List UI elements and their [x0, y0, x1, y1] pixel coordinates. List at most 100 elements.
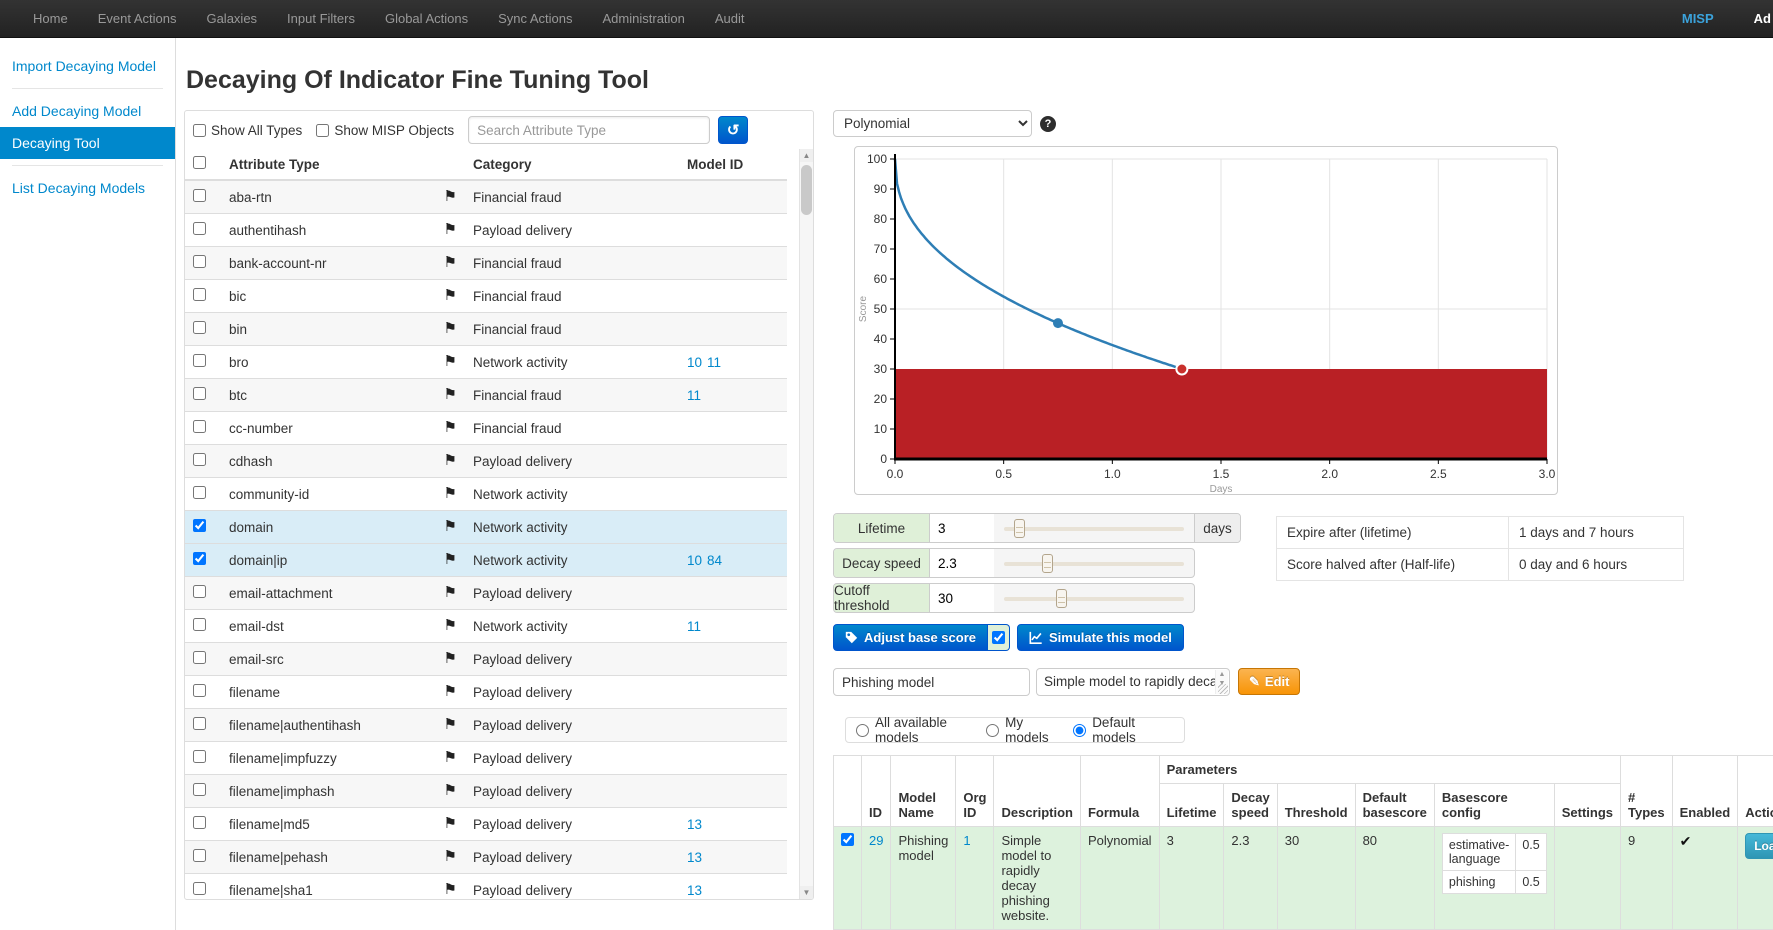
lifetime-input[interactable] — [930, 514, 994, 542]
attribute-checkbox[interactable] — [193, 717, 206, 730]
sidebar-item-add-decaying-model[interactable]: Add Decaying Model — [12, 103, 142, 119]
cutoff-threshold-input[interactable] — [930, 584, 994, 612]
scroll-up-arrow[interactable]: ▲ — [800, 149, 813, 162]
attribute-checkbox[interactable] — [193, 453, 206, 466]
attribute-checkbox[interactable] — [193, 189, 206, 202]
decay-speed-input[interactable] — [930, 549, 994, 577]
reset-filter-button[interactable]: ↺ — [718, 116, 749, 144]
attribute-checkbox[interactable] — [193, 585, 206, 598]
model-id-link[interactable]: 10 — [687, 354, 703, 370]
attribute-type-label: community-id — [229, 486, 310, 502]
nav-item-input-filters[interactable]: Input Filters — [287, 11, 355, 26]
nav-item-audit[interactable]: Audit — [714, 11, 745, 26]
model-id-link[interactable]: 13 — [687, 816, 703, 832]
scroll-down-arrow[interactable]: ▼ — [800, 886, 813, 899]
slider-suffix: days — [1194, 514, 1240, 542]
attribute-checkbox[interactable] — [193, 684, 206, 697]
attribute-checkbox[interactable] — [193, 882, 206, 895]
nav-item-home[interactable]: Home — [33, 11, 68, 26]
attribute-checkbox[interactable] — [193, 783, 206, 796]
nav-item-event-actions[interactable]: Event Actions — [97, 11, 177, 26]
sidebar-item-list-decaying-models[interactable]: List Decaying Models — [12, 180, 146, 196]
attribute-checkbox[interactable] — [193, 387, 206, 400]
model-id-link[interactable]: 13 — [687, 882, 703, 898]
attribute-type-label: aba-rtn — [229, 189, 272, 205]
load-model-button[interactable]: Load model — [1745, 833, 1773, 859]
model-id-link[interactable]: 13 — [687, 849, 703, 865]
adjust-base-score-button[interactable]: Adjust base score — [833, 624, 988, 651]
textarea-resize-grip[interactable] — [1218, 684, 1228, 694]
attribute-type-label: bic — [229, 288, 247, 304]
curve-point-marker[interactable] — [1053, 318, 1063, 329]
show-misp-objects-checkbox[interactable] — [316, 123, 330, 137]
attribute-type-label: filename|authentihash — [229, 717, 361, 733]
nav-item-galaxies[interactable]: Galaxies — [206, 11, 258, 26]
slider-row-lifetime: Lifetime days — [833, 513, 1241, 543]
slider-track[interactable] — [994, 584, 1194, 612]
attribute-checkbox[interactable] — [193, 552, 206, 565]
y-tick-label: 90 — [874, 182, 888, 196]
attribute-checkbox[interactable] — [193, 618, 206, 631]
sidebar-item-import-decaying-model[interactable]: Import Decaying Model — [12, 58, 156, 74]
y-tick-label: 80 — [874, 212, 888, 226]
attribute-checkbox[interactable] — [193, 486, 206, 499]
flag-icon: ⚑ — [443, 881, 457, 898]
show-all-types-checkbox[interactable] — [193, 123, 206, 137]
attribute-checkbox[interactable] — [193, 849, 206, 862]
slider-handle[interactable] — [1056, 589, 1067, 608]
model-id-link[interactable]: 84 — [707, 552, 723, 568]
model-id-link[interactable]: 29 — [869, 833, 884, 848]
line-chart-icon — [1029, 631, 1042, 644]
cutoff-point-marker[interactable] — [1175, 362, 1189, 376]
model-name-input[interactable] — [833, 668, 1030, 696]
model-id-link[interactable]: 11 — [687, 618, 702, 634]
model-org-link[interactable]: 1 — [963, 833, 971, 848]
attribute-checkbox[interactable] — [193, 750, 206, 763]
attribute-checkbox[interactable] — [193, 321, 206, 334]
model-row-checkbox[interactable] — [841, 833, 854, 846]
radio-default-models[interactable] — [1073, 723, 1087, 737]
undo-rotate-icon: ↺ — [726, 122, 740, 139]
adjust-base-score-checkbox[interactable] — [992, 631, 1005, 644]
attribute-checkbox[interactable] — [193, 255, 206, 268]
attribute-checkbox[interactable] — [193, 288, 206, 301]
nav-item-global-actions[interactable]: Global Actions — [384, 11, 469, 26]
vertical-scrollbar[interactable]: ▲ ▼ — [799, 149, 813, 899]
nav-item-sync-actions[interactable]: Sync Actions — [498, 11, 573, 26]
help-icon[interactable]: ? — [1040, 115, 1056, 132]
slider-row-cutoff-threshold: Cutoff threshold — [833, 583, 1195, 613]
flag-icon: ⚑ — [443, 386, 457, 403]
models-col-action: Action — [1737, 755, 1773, 827]
decay-chart-svg[interactable]: 0 10 20 30 40 50 60 70 80 90 100 0.0 0.5 1.0 1.5 2.0 2.5… — [855, 147, 1557, 495]
slider-track[interactable] — [994, 514, 1194, 542]
nav-item-administration[interactable]: Administration — [602, 11, 685, 26]
decay-chart[interactable]: 0 10 20 30 40 50 60 70 80 90 100 0.0 0.5 1.0 1.5 2.0 2.5… — [854, 146, 1558, 495]
select-all-checkbox[interactable] — [193, 156, 206, 169]
sidebar-item-decaying-tool[interactable]: Decaying Tool — [0, 127, 175, 159]
attribute-category: Financial fraud — [465, 279, 679, 313]
model-description-textarea[interactable]: Simple model to rapidly decay ▲▼ — [1036, 668, 1230, 696]
slider-handle[interactable] — [1014, 519, 1025, 538]
slider-track[interactable] — [994, 549, 1194, 577]
formula-select[interactable]: Polynomial — [833, 110, 1032, 137]
radio-my-models[interactable] — [986, 723, 1000, 737]
model-id-link[interactable]: 11 — [687, 387, 702, 403]
attribute-checkbox[interactable] — [193, 222, 206, 235]
slider-handle[interactable] — [1042, 554, 1053, 573]
scrollbar-thumb[interactable] — [801, 165, 812, 215]
attribute-checkbox[interactable] — [193, 420, 206, 433]
y-tick-label: 30 — [874, 362, 888, 376]
attribute-checkbox[interactable] — [193, 651, 206, 664]
attribute-checkbox[interactable] — [193, 519, 206, 532]
attribute-checkbox[interactable] — [193, 816, 206, 829]
search-attribute-input[interactable] — [468, 116, 711, 144]
model-id-link[interactable]: 10 — [687, 552, 703, 568]
simulate-model-button[interactable]: Simulate this model — [1017, 624, 1184, 651]
model-id-link[interactable]: 11 — [707, 354, 722, 370]
edit-model-button[interactable]: ✎ Edit — [1238, 668, 1301, 695]
user-menu[interactable]: Ad — [1753, 11, 1771, 26]
misp-brand[interactable]: MISP — [1681, 11, 1714, 26]
attribute-checkbox[interactable] — [193, 354, 206, 367]
filter-bar: Show All Types Show MISP Objects ↺ — [185, 111, 813, 149]
radio-all-available-models[interactable] — [856, 723, 869, 737]
